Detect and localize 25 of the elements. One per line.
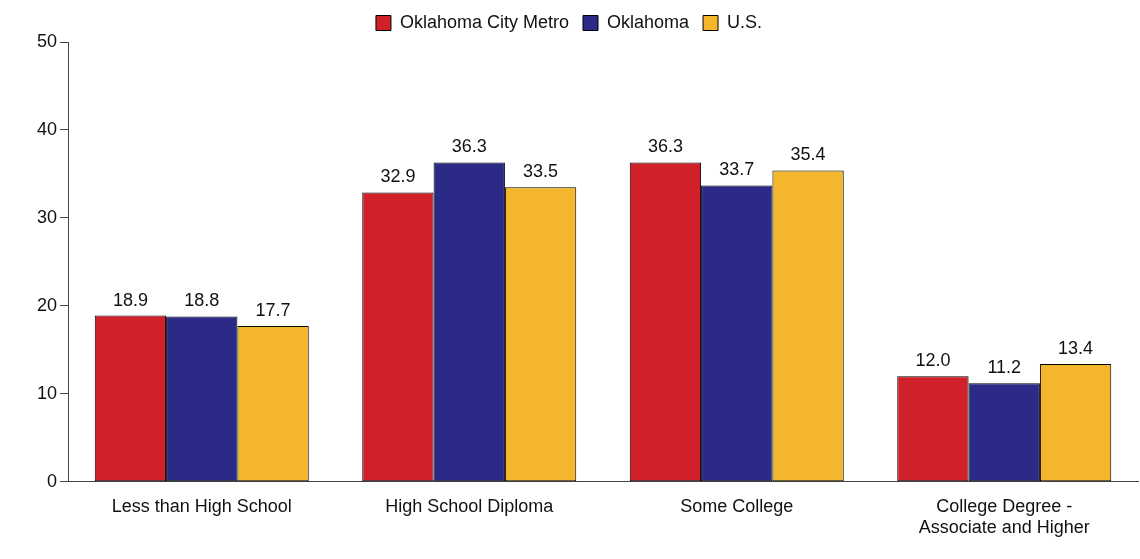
x-tick-label: Less than High School — [111, 495, 292, 516]
data-label: 17.7 — [255, 300, 291, 321]
data-label: 36.3 — [451, 136, 487, 157]
y-tick-label: 50 — [36, 30, 57, 51]
data-label: 13.4 — [1058, 337, 1094, 358]
y-tick-label: 30 — [36, 206, 57, 227]
legend-label: U.S. — [727, 11, 763, 32]
data-label: 18.9 — [112, 289, 148, 310]
data-label: 33.7 — [719, 159, 755, 180]
y-tick-label: 0 — [46, 470, 57, 491]
data-label: 36.3 — [647, 136, 683, 157]
data-label: 11.2 — [987, 357, 1022, 378]
y-tick-label: 40 — [36, 118, 57, 139]
x-tick-label: Some College — [680, 495, 794, 516]
data-label: 33.5 — [523, 161, 559, 182]
legend-label: Oklahoma City Metro — [399, 11, 570, 32]
data-label: 12.0 — [915, 350, 951, 371]
y-tick-label: 10 — [36, 382, 57, 403]
x-tick-label: High School Diploma — [385, 495, 555, 516]
data-label: 35.4 — [790, 144, 826, 165]
data-label: 32.9 — [380, 166, 416, 187]
y-tick-label: 20 — [36, 294, 57, 315]
data-label: 18.8 — [184, 290, 220, 311]
x-tick-label: College Degree - Associate and Higher — [918, 495, 1090, 538]
legend-label: Oklahoma — [607, 11, 691, 32]
